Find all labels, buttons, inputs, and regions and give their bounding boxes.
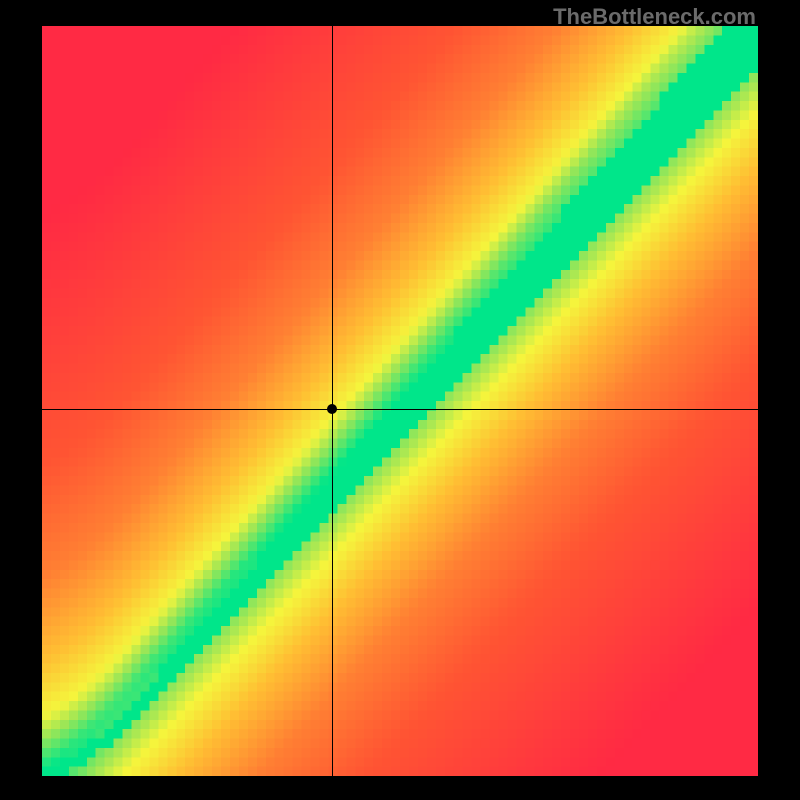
plot-area xyxy=(42,26,758,776)
watermark-text: TheBottleneck.com xyxy=(553,4,756,30)
crosshair-horizontal xyxy=(42,409,758,410)
heatmap-canvas xyxy=(42,26,758,776)
chart-container: TheBottleneck.com xyxy=(0,0,800,800)
crosshair-vertical xyxy=(332,26,333,776)
selection-marker xyxy=(327,404,337,414)
